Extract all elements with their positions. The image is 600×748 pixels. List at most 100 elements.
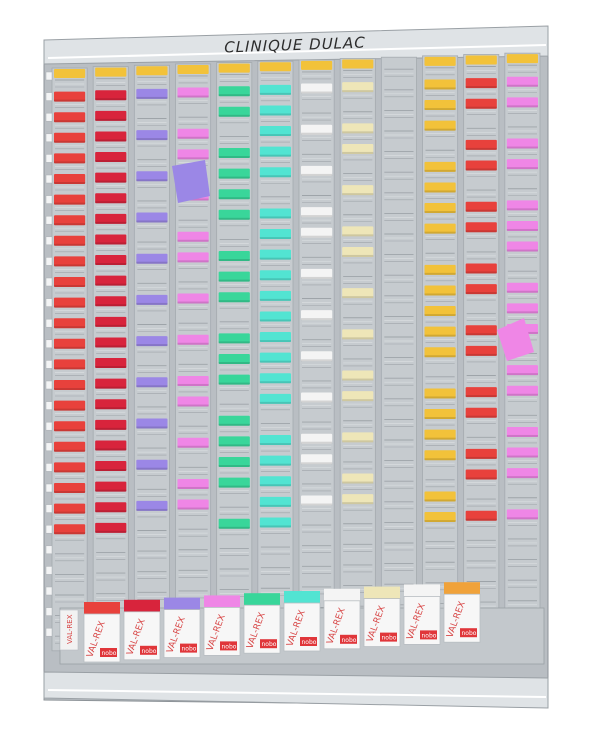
t-card-shadow xyxy=(218,382,250,385)
slot-column-body xyxy=(133,64,170,649)
t-card xyxy=(177,128,209,139)
dispenser-card-stack xyxy=(364,586,400,599)
t-card xyxy=(95,172,127,183)
dispenser-card-stack xyxy=(404,584,440,597)
slot-column-9 xyxy=(380,56,417,641)
t-card-shadow xyxy=(136,508,168,511)
nobo-badge xyxy=(220,641,237,651)
t-card-shadow xyxy=(136,96,168,99)
t-card xyxy=(136,171,168,182)
t-card xyxy=(424,285,456,296)
t-card xyxy=(424,388,456,399)
row-marker-tab xyxy=(45,195,53,204)
t-card xyxy=(177,149,209,160)
t-card-shadow xyxy=(424,437,456,440)
row-marker-tab xyxy=(45,318,53,328)
t-card-shadow xyxy=(424,417,456,420)
t-card-shadow xyxy=(95,407,127,410)
t-card-shadow xyxy=(136,179,168,182)
t-card xyxy=(95,440,127,451)
t-card-shadow xyxy=(465,353,497,356)
t-card-shadow xyxy=(54,305,86,308)
dispenser-card-stack xyxy=(324,588,360,601)
t-card-shadow xyxy=(177,486,209,489)
t-card xyxy=(506,159,538,170)
t-card xyxy=(218,518,250,529)
t-card-shadow xyxy=(301,462,333,465)
t-card-shadow xyxy=(506,434,538,437)
t-card xyxy=(259,249,291,260)
t-card xyxy=(95,399,127,410)
t-card xyxy=(136,294,168,305)
t-card xyxy=(95,316,127,327)
t-card-shadow xyxy=(465,147,497,150)
t-card-shadow xyxy=(218,259,250,261)
t-card-shadow xyxy=(465,168,497,171)
t-card xyxy=(54,462,86,473)
t-card-shadow xyxy=(177,239,209,242)
t-card xyxy=(465,222,497,233)
row-marker-tab xyxy=(45,380,53,390)
t-card xyxy=(177,231,209,242)
t-card xyxy=(54,256,86,267)
t-card xyxy=(95,378,127,389)
t-card xyxy=(506,220,538,231)
nobo-label: nobo xyxy=(262,641,277,648)
row-marker-tab xyxy=(45,133,53,143)
t-card-shadow xyxy=(465,106,497,109)
nobo-badge xyxy=(140,645,157,655)
row-marker-tab xyxy=(45,339,53,349)
t-card xyxy=(218,271,250,282)
t-card-shadow xyxy=(259,154,291,157)
t-card-shadow xyxy=(95,242,127,245)
nobo-badge xyxy=(380,632,397,642)
t-card-shadow xyxy=(54,346,86,349)
row-marker-tab xyxy=(45,71,53,81)
t-card xyxy=(259,167,291,178)
t-card xyxy=(177,252,209,263)
t-card-shadow xyxy=(95,221,127,224)
t-card xyxy=(54,483,86,493)
dispenser-card-stack xyxy=(204,595,240,608)
t-card-shadow xyxy=(218,444,250,447)
t-card-shadow xyxy=(259,360,291,363)
t-card-shadow xyxy=(506,393,538,396)
t-card-shadow xyxy=(465,292,497,295)
t-card xyxy=(218,209,250,220)
dispenser-card-stack xyxy=(84,602,120,614)
t-card-shadow xyxy=(218,156,250,158)
t-card xyxy=(177,499,209,510)
t-card xyxy=(506,282,538,293)
t-card-shadow xyxy=(424,128,456,131)
t-card xyxy=(424,79,456,90)
t-card xyxy=(54,297,86,308)
column-header-card xyxy=(301,60,333,70)
t-card xyxy=(259,126,291,137)
t-card-shadow xyxy=(342,440,374,443)
t-card xyxy=(301,83,333,94)
t-card-shadow xyxy=(54,223,86,226)
t-card-shadow xyxy=(342,254,374,257)
t-card xyxy=(54,421,86,432)
t-card-shadow xyxy=(342,151,374,154)
t-card xyxy=(465,160,497,171)
t-card xyxy=(54,503,86,514)
t-card-shadow xyxy=(465,415,497,418)
t-card-shadow xyxy=(95,469,127,472)
t-card xyxy=(342,246,374,257)
t-card xyxy=(465,448,497,459)
nobo-label: nobo xyxy=(422,632,437,639)
t-card-shadow xyxy=(54,388,86,390)
t-card xyxy=(177,293,209,304)
t-card-shadow xyxy=(465,271,497,274)
t-card xyxy=(424,306,456,317)
t-card xyxy=(342,82,374,93)
t-card xyxy=(506,447,538,458)
t-card xyxy=(54,215,86,226)
t-card-shadow xyxy=(218,362,250,364)
t-card-shadow xyxy=(136,302,168,305)
t-card xyxy=(465,325,497,336)
t-card xyxy=(95,358,127,369)
